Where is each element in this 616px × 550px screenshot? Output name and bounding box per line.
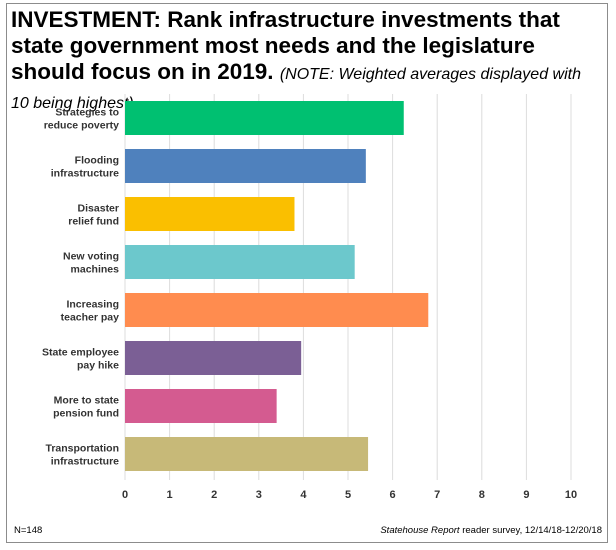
category-label: New voting	[63, 251, 119, 263]
category-label: pay hike	[77, 360, 119, 372]
source-details: reader survey, 12/14/18-12/20/18	[462, 525, 602, 536]
category-label: pension fund	[53, 408, 119, 420]
category-label: teacher pay	[61, 312, 120, 324]
x-tick-label: 2	[211, 489, 217, 501]
bar	[125, 101, 404, 135]
category-label: Strategies to	[55, 107, 119, 119]
category-label: relief fund	[68, 216, 119, 228]
title-main: INVESTMENT: Rank infrastructure investme…	[11, 7, 560, 84]
sample-size: N=148	[14, 525, 43, 536]
source-note: Statehouse Report reader survey, 12/14/1…	[380, 525, 602, 536]
bar	[125, 341, 302, 375]
title-note: (NOTE: Weighted averages displayed with …	[11, 66, 581, 112]
x-tick-label: 8	[479, 489, 485, 501]
category-label: Disaster	[78, 203, 119, 215]
category-label: Transportation	[45, 443, 119, 455]
x-tick-label: 7	[434, 489, 440, 501]
x-tick-label: 4	[300, 489, 307, 501]
category-label: machines	[71, 264, 120, 276]
x-tick-label: 10	[565, 489, 577, 501]
category-label: infrastructure	[51, 456, 119, 468]
category-label: reduce poverty	[44, 120, 119, 132]
bar	[125, 437, 369, 471]
x-tick-label: 3	[256, 489, 262, 501]
bar	[125, 245, 355, 279]
bar	[125, 293, 429, 327]
source-title: Statehouse Report	[380, 525, 460, 536]
category-label: State employee	[42, 347, 119, 359]
x-tick-label: 1	[167, 489, 173, 501]
bar	[125, 149, 366, 183]
x-tick-label: 6	[390, 489, 396, 501]
category-label: More to state	[54, 395, 120, 407]
bar	[125, 389, 277, 423]
x-tick-label: 5	[345, 489, 351, 501]
x-tick-label: 0	[122, 489, 128, 501]
x-tick-label: 9	[523, 489, 529, 501]
category-label: Flooding	[75, 155, 119, 167]
chart-title: INVESTMENT: Rank infrastructure investme…	[11, 7, 601, 117]
bar	[125, 197, 295, 231]
category-label: Increasing	[66, 299, 119, 311]
category-label: infrastructure	[51, 168, 119, 180]
